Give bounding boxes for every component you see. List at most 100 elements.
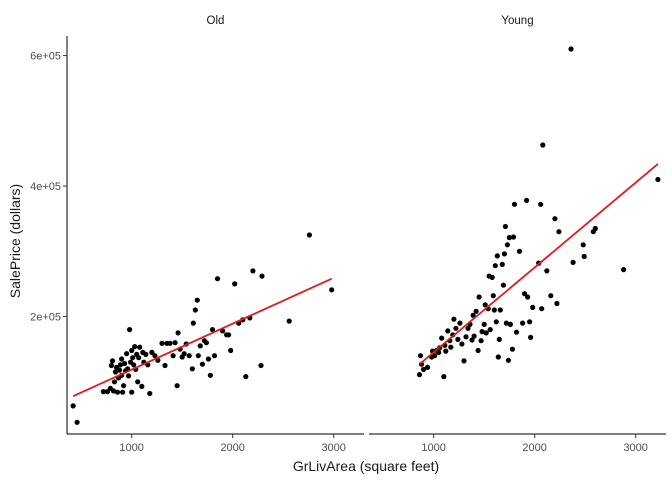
data-point xyxy=(189,366,195,372)
data-point xyxy=(159,340,165,346)
data-point xyxy=(139,383,145,389)
data-point xyxy=(470,312,476,318)
data-point xyxy=(104,389,110,395)
data-point xyxy=(226,332,232,338)
data-point xyxy=(473,308,479,314)
data-point xyxy=(416,372,423,378)
data-point xyxy=(162,362,168,369)
data-point xyxy=(232,281,238,287)
data-point xyxy=(457,320,463,326)
data-point xyxy=(505,357,511,363)
data-point xyxy=(207,372,213,378)
data-point xyxy=(500,282,506,288)
regression-line xyxy=(72,277,333,398)
data-point xyxy=(306,232,312,238)
data-point xyxy=(499,261,505,267)
data-point xyxy=(205,356,211,362)
data-point xyxy=(130,355,136,361)
data-point xyxy=(459,341,465,347)
data-point xyxy=(510,234,517,240)
data-point xyxy=(199,361,205,367)
data-point xyxy=(556,229,562,235)
data-point xyxy=(469,337,475,343)
data-point xyxy=(421,366,427,372)
data-point xyxy=(451,316,457,322)
data-point xyxy=(496,336,502,342)
data-point xyxy=(286,318,292,324)
x-tick-label: 3000 xyxy=(321,442,345,454)
data-point xyxy=(497,307,503,313)
data-point xyxy=(528,334,534,340)
data-point xyxy=(475,347,481,354)
data-point xyxy=(108,362,114,369)
data-point xyxy=(461,358,467,364)
data-point xyxy=(112,369,119,375)
x-tick-label: 1000 xyxy=(119,442,143,454)
data-point xyxy=(479,329,485,335)
data-point xyxy=(109,358,116,364)
data-point xyxy=(481,321,487,327)
facet-strip-label: Young xyxy=(501,15,533,27)
data-point xyxy=(116,367,123,373)
data-point xyxy=(110,388,117,394)
data-point xyxy=(476,294,482,300)
data-point xyxy=(524,197,530,203)
data-point xyxy=(439,335,445,341)
data-point xyxy=(463,334,469,340)
y-tick-label: 6e+05 xyxy=(30,51,61,63)
data-point xyxy=(114,389,121,395)
data-point xyxy=(554,300,560,307)
x-axis-title: GrLivArea (square feet) xyxy=(293,458,439,474)
data-point xyxy=(126,373,132,379)
data-point xyxy=(448,344,454,350)
regression-line xyxy=(418,163,659,365)
data-point xyxy=(120,389,126,395)
data-point xyxy=(149,349,155,355)
data-point xyxy=(540,142,546,148)
data-point xyxy=(530,304,536,310)
data-point xyxy=(181,351,187,357)
data-point xyxy=(186,353,192,359)
data-point xyxy=(250,268,256,274)
data-point xyxy=(544,268,550,274)
data-point xyxy=(137,344,143,350)
panels-layer: Old 2e+05 4e+05 6e+05 1000 2000 3000 Young 1000 2… xyxy=(30,15,666,454)
data-point xyxy=(453,325,459,331)
data-point xyxy=(489,274,495,280)
data-point xyxy=(119,356,125,362)
data-point xyxy=(243,374,249,380)
data-point xyxy=(74,419,80,425)
data-point xyxy=(228,347,234,354)
panel-young: Young 1000 2000 3000 xyxy=(369,15,666,454)
data-point xyxy=(502,223,508,230)
data-point xyxy=(506,235,512,241)
data-point xyxy=(522,291,528,297)
data-point xyxy=(211,353,218,359)
data-point xyxy=(478,338,484,344)
data-point xyxy=(493,319,499,325)
data-point xyxy=(492,263,498,269)
data-point xyxy=(121,383,127,389)
data-point xyxy=(516,248,523,254)
data-point xyxy=(570,259,576,265)
data-point xyxy=(503,320,509,326)
data-point xyxy=(465,325,471,331)
data-point xyxy=(548,293,554,299)
data-point xyxy=(483,330,489,336)
data-point xyxy=(538,201,544,207)
y-tick-label: 2e+05 xyxy=(30,312,61,324)
facet-strip-label: Old xyxy=(207,15,225,27)
data-point xyxy=(117,362,124,368)
panel-old: Old 2e+05 4e+05 6e+05 1000 2000 3000 xyxy=(30,15,364,454)
y-tick-label: 4e+05 xyxy=(30,181,61,193)
data-point xyxy=(131,362,137,368)
data-point xyxy=(132,344,138,350)
x-tick-label: 2000 xyxy=(522,442,546,454)
data-point xyxy=(170,353,176,359)
data-point xyxy=(143,351,149,357)
data-point xyxy=(129,347,135,354)
data-point xyxy=(491,307,497,313)
data-point xyxy=(525,294,531,300)
data-point xyxy=(129,389,135,395)
data-point xyxy=(425,364,431,370)
